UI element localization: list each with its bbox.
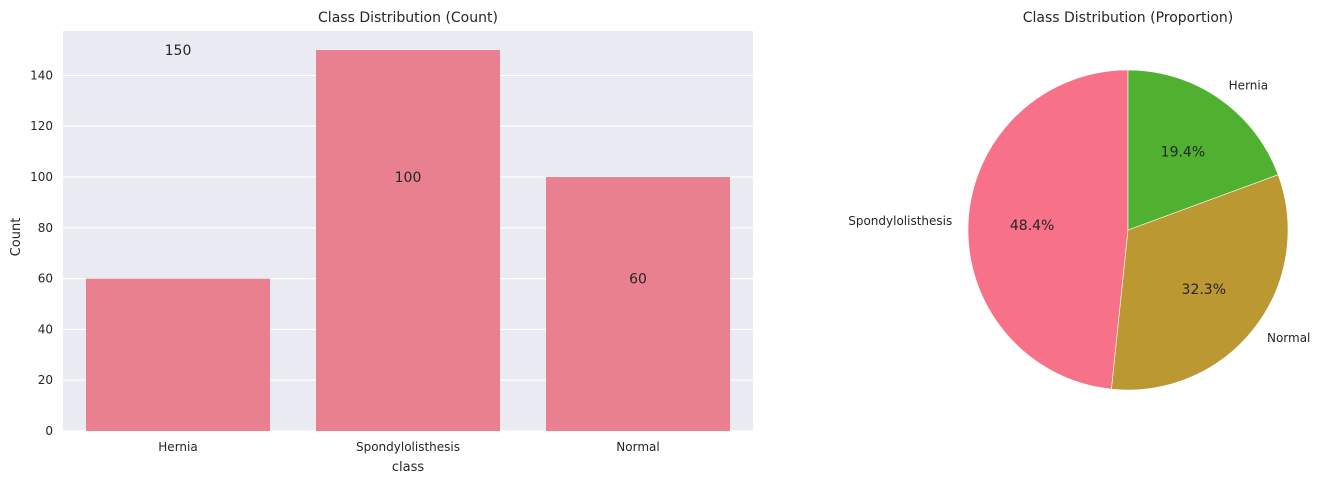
x-tick-label: Spondylolisthesis bbox=[356, 440, 460, 454]
pie-slice-label: Normal bbox=[1267, 331, 1310, 345]
bars bbox=[86, 50, 730, 432]
data-labels: 150 100 60 bbox=[165, 43, 647, 288]
bar-chart: Class Distribution (Count) 0204060801001… bbox=[9, 10, 753, 475]
y-tick-label: 20 bbox=[38, 373, 53, 387]
data-label: 150 bbox=[165, 43, 192, 59]
pie-chart: Class Distribution (Proportion) Spondylo… bbox=[848, 10, 1310, 391]
y-tick-label: 40 bbox=[38, 322, 53, 336]
y-tick-label: 60 bbox=[38, 272, 53, 286]
x-axis-label: class bbox=[392, 460, 424, 475]
pie-slice-label: Spondylolisthesis bbox=[848, 214, 952, 228]
pie-labels: Spondylolisthesis 48.4% Normal 32.3% Hernia 1… bbox=[848, 79, 1310, 345]
pie-slice bbox=[1127, 69, 1279, 231]
bar-chart-title: Class Distribution (Count) bbox=[318, 10, 498, 26]
pie-percent-label: 48.4% bbox=[1010, 218, 1054, 234]
y-tick-label: 140 bbox=[30, 68, 53, 82]
pie-percent-label: 19.4% bbox=[1161, 144, 1205, 160]
x-tick-labels: Hernia Spondylolisthesis Normal bbox=[158, 440, 659, 454]
x-tick-label: Hernia bbox=[158, 440, 197, 454]
y-tick-label: 80 bbox=[38, 221, 53, 235]
pie-percent-label: 32.3% bbox=[1182, 282, 1226, 298]
pie-slice bbox=[967, 69, 1129, 390]
data-label: 60 bbox=[629, 272, 647, 288]
bar bbox=[546, 177, 730, 431]
bar bbox=[86, 278, 270, 431]
pie-slice bbox=[1111, 174, 1289, 391]
y-axis-label: Count bbox=[9, 218, 24, 257]
pie-chart-title: Class Distribution (Proportion) bbox=[1023, 10, 1234, 26]
y-tick-label: 0 bbox=[45, 424, 53, 438]
x-tick-label: Normal bbox=[616, 440, 659, 454]
bar bbox=[316, 50, 500, 432]
data-label: 100 bbox=[395, 170, 422, 186]
y-tick-label: 100 bbox=[30, 170, 53, 184]
y-tick-labels: 0 20 40 60 80 100 120 140 bbox=[30, 68, 53, 438]
pie-slice-label: Hernia bbox=[1229, 79, 1268, 93]
y-tick-label: 120 bbox=[30, 119, 53, 133]
pie-slices bbox=[967, 69, 1289, 391]
